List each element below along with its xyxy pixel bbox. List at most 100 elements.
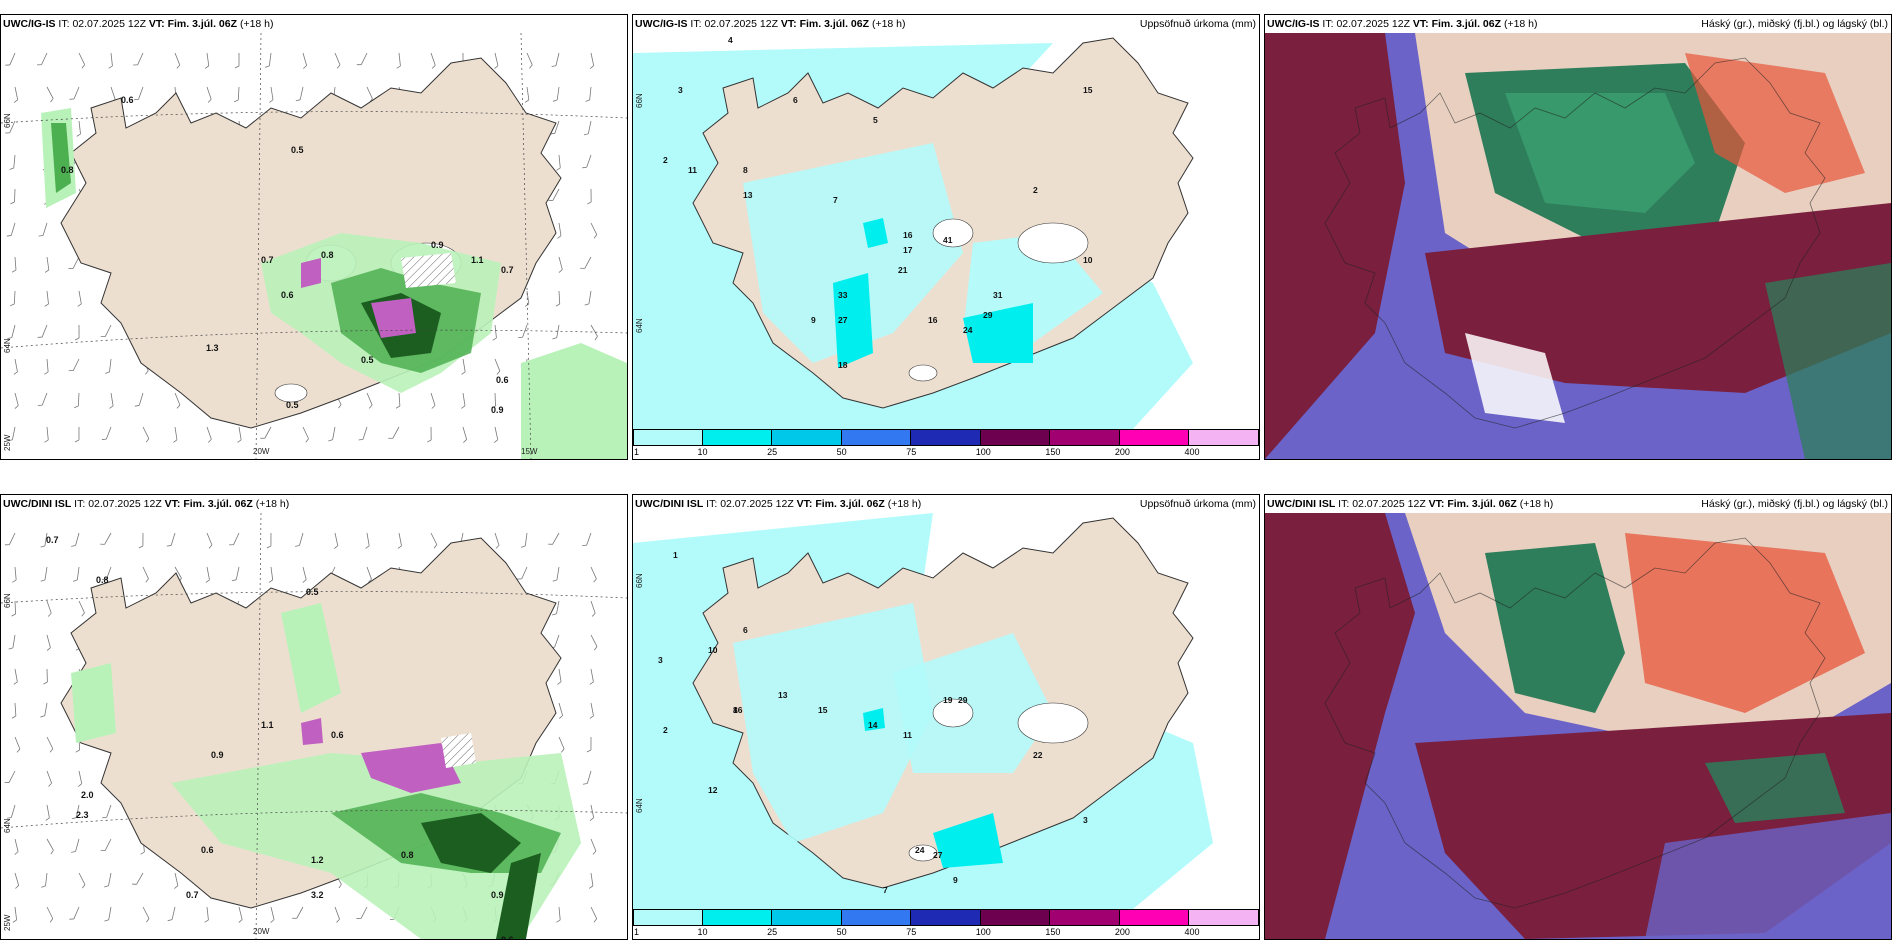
wind-barb	[206, 532, 213, 549]
value-label: 10	[708, 645, 718, 655]
panel-header: UWC/IG-IS IT: 02.07.2025 12Z VT: Fim. 3.…	[1, 15, 627, 33]
value-label: 0.9	[491, 890, 504, 900]
panel-bottom-accum-precip: UWC/DINI ISL IT: 02.07.2025 12Z VT: Fim.…	[632, 494, 1260, 940]
wind-barb	[556, 154, 561, 171]
wind-barb	[78, 770, 83, 787]
wind-barb	[37, 392, 48, 406]
wind-barb	[366, 86, 373, 103]
map-clouds-dini[interactable]	[1265, 513, 1891, 939]
panel-title: Háský (gr.), miðský (fj.bl.) og lágský (…	[1701, 18, 1888, 30]
wind-barb	[590, 566, 597, 583]
glacier	[932, 218, 974, 248]
wind-barb	[582, 770, 592, 785]
wind-barb	[74, 324, 80, 341]
panel-top-clouds: UWC/IG-IS IT: 02.07.2025 12Z VT: Fim. 3.…	[1264, 14, 1892, 460]
precip-heavy	[301, 258, 321, 288]
it-label: IT:	[1338, 498, 1350, 510]
wind-barb	[589, 52, 595, 69]
map-wind-precip-ig[interactable]: 0.6 0.5 0.7 0.6 0.8 0.9 0.5 1.3 1.1 0.8 0.7 0.6 0.9 0…	[1, 33, 627, 459]
glacier	[908, 844, 938, 862]
wind-barb	[366, 392, 373, 409]
value-label: 0.9	[431, 240, 444, 250]
lead-time: (+18 h)	[887, 498, 922, 510]
wind-barb	[430, 532, 438, 549]
wind-barb	[552, 566, 560, 582]
colorbar-swatch	[1050, 910, 1120, 926]
wind-barb	[78, 600, 85, 617]
lat-label: 64N	[635, 798, 644, 813]
longitude-line	[255, 513, 262, 939]
wind-barb	[590, 838, 597, 855]
wind-barb	[548, 532, 560, 545]
wind-barb	[491, 392, 496, 409]
value-label: 3	[658, 655, 663, 665]
wind-barb	[526, 52, 533, 69]
wind-barb	[13, 358, 18, 375]
colorbar-swatch	[633, 430, 703, 446]
lead-time: (+18 h)	[239, 18, 274, 30]
value-label: 17	[903, 245, 913, 255]
value-label: 27	[838, 315, 848, 325]
model-name: UWC/IG-IS	[3, 18, 56, 30]
precip-area	[71, 663, 116, 743]
wind-barb	[44, 426, 49, 443]
wind-barb	[557, 222, 562, 239]
wind-barb	[71, 532, 80, 547]
latitude-line	[1, 111, 627, 124]
map-accum-ig[interactable]: 4 3 2 6 8 11 5 7 13 16 21 33 27 18 9 24 29 16 31 41 17 15 10 2 …	[633, 33, 1259, 429]
value-label: 6	[793, 95, 798, 105]
value-label: 27	[933, 850, 943, 860]
wind-barb	[266, 532, 272, 549]
wind-barb	[44, 256, 50, 273]
model-name: UWC/DINI ISL	[3, 498, 72, 510]
wind-barb	[580, 256, 592, 269]
lead-time: (+18 h)	[871, 18, 906, 30]
colorbar-tick: 10	[697, 927, 708, 937]
precip-area	[963, 303, 1033, 363]
value-label: 11	[903, 730, 912, 740]
panel-top-wind-precip: UWC/IG-IS IT: 02.07.2025 12Z VT: Fim. 3.…	[0, 14, 628, 460]
precip-area	[733, 603, 933, 843]
value-label: 0.6	[501, 935, 514, 939]
value-label: 0.7	[261, 255, 274, 265]
wind-barb	[462, 426, 468, 443]
value-label: 29	[983, 310, 993, 320]
value-label: 22	[1033, 750, 1043, 760]
wind-barb	[14, 872, 20, 889]
wind-barb	[68, 256, 80, 269]
lat-label: 64N	[3, 338, 12, 353]
wind-barb	[590, 906, 598, 923]
model-name: UWC/DINI ISL	[635, 498, 704, 510]
wind-barb	[100, 324, 112, 338]
longitude-line	[255, 33, 262, 459]
wind-barb	[38, 222, 48, 237]
wind-barb	[10, 290, 16, 307]
init-time: 02.07.2025 12Z	[88, 498, 162, 510]
init-time: 02.07.2025 12Z	[72, 18, 146, 30]
precip-hatch	[401, 253, 456, 288]
wind-barb	[173, 426, 178, 443]
value-label: 16	[733, 705, 743, 715]
value-label: 5	[873, 115, 878, 125]
map-clouds-ig[interactable]	[1265, 33, 1891, 459]
it-label: IT:	[706, 498, 718, 510]
latitude-line	[1, 329, 627, 349]
wind-barb	[590, 634, 598, 651]
value-label: 0.6	[331, 730, 344, 740]
wind-barb	[430, 392, 436, 409]
value-label: 2	[663, 155, 668, 165]
wind-barb	[238, 906, 243, 923]
wind-barb	[328, 426, 336, 442]
precip-colorbar: 1 10 25 50 75 100 150 200 400	[633, 909, 1259, 939]
wind-barb	[174, 392, 181, 409]
wind-barb	[494, 532, 500, 549]
latitude-line	[1, 809, 627, 829]
wind-barb	[334, 906, 340, 923]
wind-barb	[427, 426, 432, 443]
map-wind-precip-dini[interactable]: 0.7 0.5 0.8 0.6 0.9 0.7 1.1 2.0 2.3 0.8 0.6 0.9 3.2 1…	[1, 513, 627, 939]
cloud-low	[1265, 513, 1415, 939]
wind-barb	[108, 52, 113, 69]
map-accum-dini[interactable]: 1 3 2 6 8 12 10 16 13 15 19 29 14 24 27 11 22 9 7 3 66N 64N	[633, 513, 1259, 909]
wind-barb	[204, 906, 209, 923]
